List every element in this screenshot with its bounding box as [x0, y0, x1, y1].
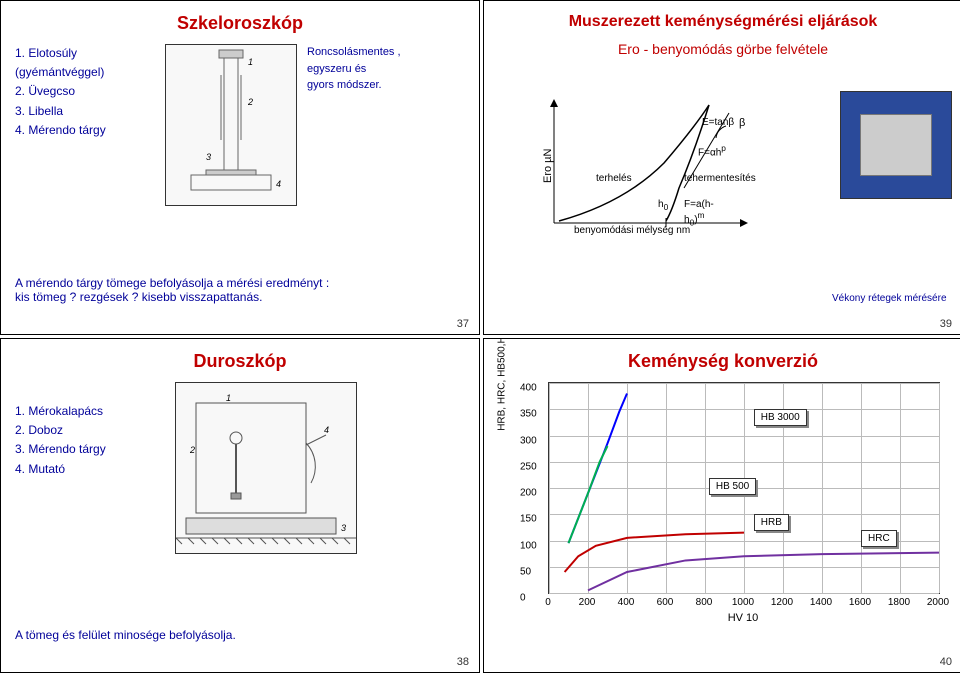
slide-title: Duroszkóp [15, 351, 465, 372]
slide-title: Keménység konverzió [498, 351, 948, 372]
photo-caption: Vékony rétegek mérésére [832, 293, 952, 304]
slide-title: Szkeloroszkóp [15, 13, 465, 34]
list-item: 3. Libella [15, 102, 155, 121]
x-tick: 1800 [888, 597, 910, 608]
y-tick: 300 [520, 435, 537, 446]
x-axis-label: HV 10 [728, 612, 759, 624]
terh-label: terhelés [596, 173, 632, 184]
y-tick: 250 [520, 461, 537, 472]
svg-text:3: 3 [341, 523, 346, 533]
y-tick: 200 [520, 488, 537, 499]
formula-label: F=a(h-h0)m [684, 199, 734, 227]
szkelo-diagram: 1 2 3 4 [165, 44, 297, 206]
list-item: 3. Mérendo tárgy [15, 440, 165, 459]
x-tick: 200 [579, 597, 596, 608]
list-item: 4. Mutató [15, 460, 165, 479]
y-tick: 0 [520, 593, 526, 604]
y-tick: 100 [520, 540, 537, 551]
etan-label: E=tanβ [702, 117, 734, 128]
y-axis-label: HRB, HRC, HB500,HB3000 [497, 338, 508, 431]
y-axis-label: Ero µN [542, 149, 554, 183]
svg-text:2: 2 [247, 97, 253, 107]
teherm-label: tehermentesítés [684, 173, 756, 184]
y-tick: 150 [520, 514, 537, 525]
slide37-desc: Roncsolásmentes , egyszeru és gyors móds… [307, 44, 427, 94]
slide38-list: 1. Mérokalapács 2. Doboz 3. Mérendo tárg… [15, 402, 165, 479]
pagenum: 37 [457, 318, 469, 330]
svg-text:1: 1 [248, 57, 253, 67]
x-axis-label: benyomódási mélység nm [574, 225, 690, 236]
x-tick: 1000 [732, 597, 754, 608]
svg-text:1: 1 [226, 393, 231, 403]
slide-39: Muszerezett keménységmérési eljárások Er… [483, 0, 960, 335]
fah-label: F=αhp [698, 143, 726, 158]
x-tick: 400 [618, 597, 635, 608]
pagenum: 38 [457, 656, 469, 668]
list-item: 1. Elotosúly (gyémántvéggel) [15, 44, 155, 82]
slide-37: Szkeloroszkóp 1. Elotosúly (gyémántvégge… [0, 0, 480, 335]
slide-40: Keménység konverzió HB 3000HB 500HRBHRC … [483, 338, 960, 673]
list-item: 2. Doboz [15, 421, 165, 440]
durosz-diagram: 4 1 2 3 [175, 382, 357, 554]
x-tick: 600 [657, 597, 674, 608]
slide37-list: 1. Elotosúly (gyémántvéggel) 2. Üvegcso … [15, 44, 155, 140]
pagenum: 39 [940, 318, 952, 330]
list-item: 4. Mérendo tárgy [15, 121, 155, 140]
svg-text:2: 2 [189, 445, 195, 455]
list-item: 2. Üvegcso [15, 82, 155, 101]
y-tick: 400 [520, 383, 537, 394]
slide-title: Muszerezett keménységmérési eljárások [498, 13, 948, 31]
conversion-chart: HB 3000HB 500HRBHRC HRB, HRC, HB500,HB30… [548, 382, 938, 592]
y-tick: 350 [520, 409, 537, 420]
x-tick: 0 [545, 597, 551, 608]
instrument-photo [840, 91, 952, 199]
x-tick: 2000 [927, 597, 949, 608]
x-tick: 1600 [849, 597, 871, 608]
x-tick: 1400 [810, 597, 832, 608]
slide-subtitle: Ero - benyomódás görbe felvétele [498, 41, 948, 57]
x-tick: 800 [696, 597, 713, 608]
beta-label: β [739, 117, 745, 129]
svg-text:4: 4 [324, 425, 329, 435]
h0-label: h0 [658, 199, 668, 212]
force-curve-chart: Ero µN E=tanβ β F=αhp terhelés teherment… [534, 93, 734, 233]
x-tick: 1200 [771, 597, 793, 608]
y-tick: 50 [520, 566, 531, 577]
pagenum: 40 [940, 656, 952, 668]
list-item: 1. Mérokalapács [15, 402, 165, 421]
slide-38: Duroszkóp 1. Mérokalapács 2. Doboz 3. Mé… [0, 338, 480, 673]
slide38-note: A tömeg és felület minosége befolyásolja… [15, 628, 465, 642]
svg-text:3: 3 [206, 152, 211, 162]
svg-text:4: 4 [276, 179, 281, 189]
slide37-note: A mérendo tárgy tömege befolyásolja a mé… [15, 276, 465, 304]
